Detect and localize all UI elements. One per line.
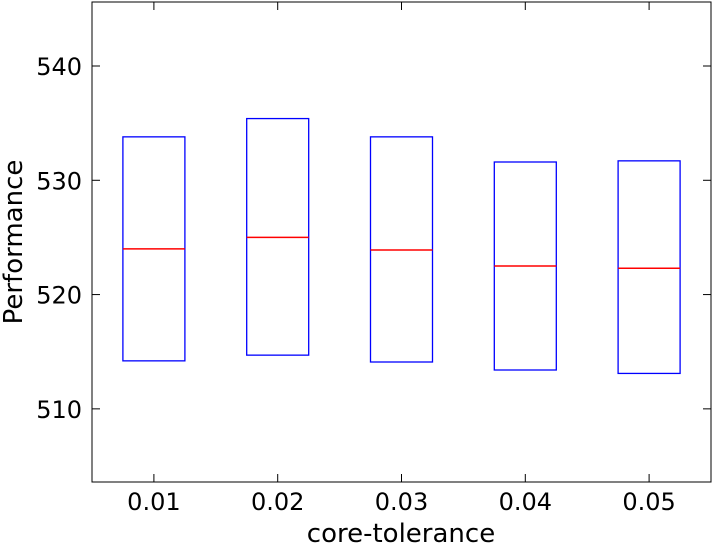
y-axis-ticks: 510 520 530 540 (36, 53, 711, 424)
x-tick-label-0.05: 0.05 (622, 488, 675, 516)
y-axis-label: Performance (0, 160, 29, 325)
box-0.05 (617, 160, 681, 375)
x-tick-label-0.04: 0.04 (499, 488, 552, 516)
x-axis-label: core-tolerance (307, 519, 495, 549)
boxes-group (122, 117, 681, 375)
y-tick-label-530: 530 (36, 167, 82, 195)
y-tick-label-510: 510 (36, 396, 82, 424)
x-tick-label-0.03: 0.03 (375, 488, 428, 516)
x-tick-label-0.01: 0.01 (127, 488, 180, 516)
plot-area (91, 1, 712, 483)
y-tick-label-520: 520 (36, 282, 82, 310)
x-axis-ticks: 0.01 0.02 0.03 0.04 0.05 (127, 2, 676, 516)
y-tick-label-540: 540 (36, 53, 82, 81)
x-tick-label-0.02: 0.02 (251, 488, 304, 516)
